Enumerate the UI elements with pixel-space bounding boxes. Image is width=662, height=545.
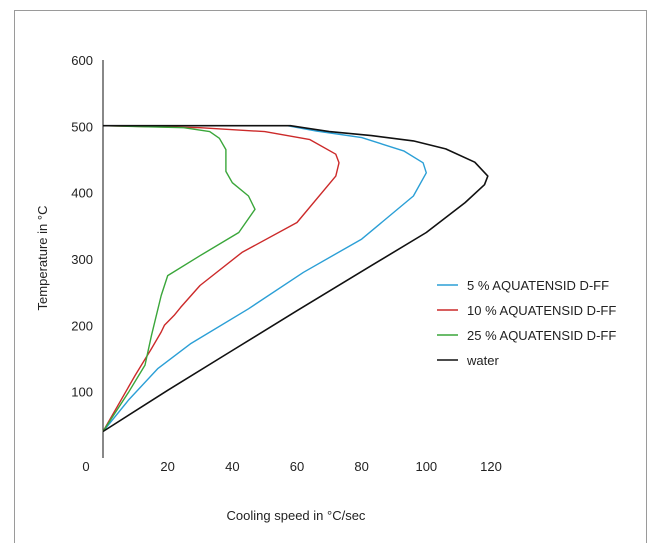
x-axis-label: Cooling speed in °C/sec [227, 508, 366, 523]
x-tick-label: 20 [160, 459, 174, 474]
legend-label: 5 % AQUATENSID D-FF [467, 278, 609, 293]
x-tick-label: 80 [354, 459, 368, 474]
x-tick-label: 40 [225, 459, 239, 474]
legend-label: 10 % AQUATENSID D-FF [467, 303, 616, 318]
legend: 5 % AQUATENSID D-FF 10 % AQUATENSID D-FF 2… [437, 278, 616, 368]
series-lines [102, 124, 489, 433]
x-tick-label: 0 [82, 459, 89, 474]
series-line-3 [102, 125, 256, 432]
x-tick-label: 120 [480, 459, 502, 474]
y-axis-label: Temperature in °C [35, 206, 50, 311]
y-tick-label: 500 [71, 119, 93, 134]
legend-label: water [466, 353, 499, 368]
y-tick-label: 300 [71, 252, 93, 267]
y-tick-label: 400 [71, 186, 93, 201]
legend-label: 25 % AQUATENSID D-FF [467, 328, 616, 343]
series-line-2 [102, 125, 340, 432]
x-tick-label: 100 [415, 459, 437, 474]
x-tick-label: 60 [290, 459, 304, 474]
y-tick-label: 100 [71, 385, 93, 400]
series-line-1 [102, 124, 427, 432]
x-tick-labels: 0 20 40 60 80 100 120 [82, 459, 501, 474]
y-tick-labels: 100 200 300 400 500 600 [71, 53, 93, 400]
chart-frame [14, 10, 647, 543]
series-line-4 [102, 124, 489, 433]
y-tick-label: 200 [71, 318, 93, 333]
y-tick-label: 600 [71, 53, 93, 68]
